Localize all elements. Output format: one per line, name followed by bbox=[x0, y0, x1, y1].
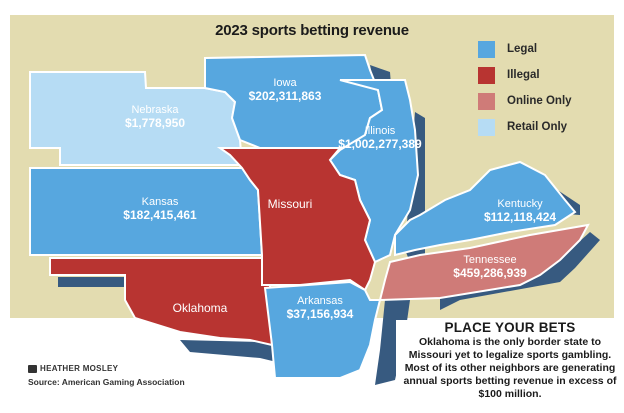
label-arkansas: Arkansas $37,156,934 bbox=[260, 295, 380, 321]
map-title: 2023 sports betting revenue bbox=[215, 22, 409, 39]
state-arkansas[interactable] bbox=[263, 280, 382, 379]
state-value: $182,415,461 bbox=[123, 207, 197, 222]
state-missouri[interactable] bbox=[216, 147, 377, 292]
label-nebraska: Nebraska $1,778,950 bbox=[95, 104, 215, 130]
state-value: $1,002,277,389 bbox=[338, 136, 422, 151]
label-tennessee: Tennessee $459,286,939 bbox=[430, 254, 550, 280]
state-name: Oklahoma bbox=[172, 301, 228, 315]
state-name: Nebraska bbox=[131, 104, 179, 116]
state-name: Arkansas bbox=[297, 295, 343, 307]
label-kansas: Kansas $182,415,461 bbox=[100, 196, 220, 222]
state-name: Missouri bbox=[267, 197, 313, 211]
legend-label: Illegal bbox=[507, 69, 540, 81]
state-name: Tennessee bbox=[463, 254, 517, 266]
legend-label: Online Only bbox=[507, 95, 572, 107]
state-value: $37,156,934 bbox=[286, 306, 354, 321]
state-value: $459,286,939 bbox=[453, 265, 527, 280]
credit-name: HEATHER MOSLEY bbox=[40, 364, 119, 373]
state-name: Kentucky bbox=[497, 198, 543, 210]
legend-swatch-illegal bbox=[478, 66, 495, 84]
legend-label: Retail Only bbox=[507, 121, 568, 133]
legend-swatch-legal bbox=[478, 40, 495, 58]
callout-title: PLACE YOUR BETS bbox=[444, 320, 576, 335]
state-value: $202,311,863 bbox=[248, 88, 322, 103]
state-kentucky[interactable] bbox=[394, 160, 577, 257]
state-name: Kansas bbox=[141, 196, 179, 208]
callout-panel bbox=[396, 320, 624, 413]
legend-item-illegal: Illegal bbox=[478, 62, 572, 88]
credit: HEATHER MOSLEY bbox=[28, 364, 118, 373]
state-oklahoma[interactable] bbox=[49, 257, 274, 347]
callout: PLACE YOUR BETS Oklahoma is the only bor… bbox=[396, 320, 624, 401]
state-value: $1,778,950 bbox=[124, 115, 186, 130]
label-iowa: Iowa $202,311,863 bbox=[225, 77, 345, 103]
legend-item-retail-only: Retail Only bbox=[478, 114, 572, 140]
newspaper-icon bbox=[28, 364, 37, 373]
state-value: $112,118,424 bbox=[483, 209, 557, 224]
legend-label: Legal bbox=[507, 43, 538, 55]
legend: Legal Illegal Online Only Retail Only bbox=[478, 36, 572, 140]
legend-swatch-online-only bbox=[478, 92, 495, 110]
source-note: Source: American Gaming Association bbox=[28, 377, 185, 387]
label-oklahoma: Oklahoma bbox=[150, 301, 250, 316]
label-kentucky: Kentucky $112,118,424 bbox=[460, 198, 580, 224]
label-missouri: Missouri bbox=[245, 197, 335, 212]
state-name: Iowa bbox=[273, 77, 297, 89]
label-illinois: Illinois $1,002,277,389 bbox=[325, 125, 435, 151]
callout-body: Oklahoma is the only border state to Mis… bbox=[403, 336, 617, 400]
legend-item-legal: Legal bbox=[478, 36, 572, 62]
legend-item-online-only: Online Only bbox=[478, 88, 572, 114]
state-name: Illinois bbox=[364, 125, 396, 137]
legend-swatch-retail-only bbox=[478, 118, 495, 136]
